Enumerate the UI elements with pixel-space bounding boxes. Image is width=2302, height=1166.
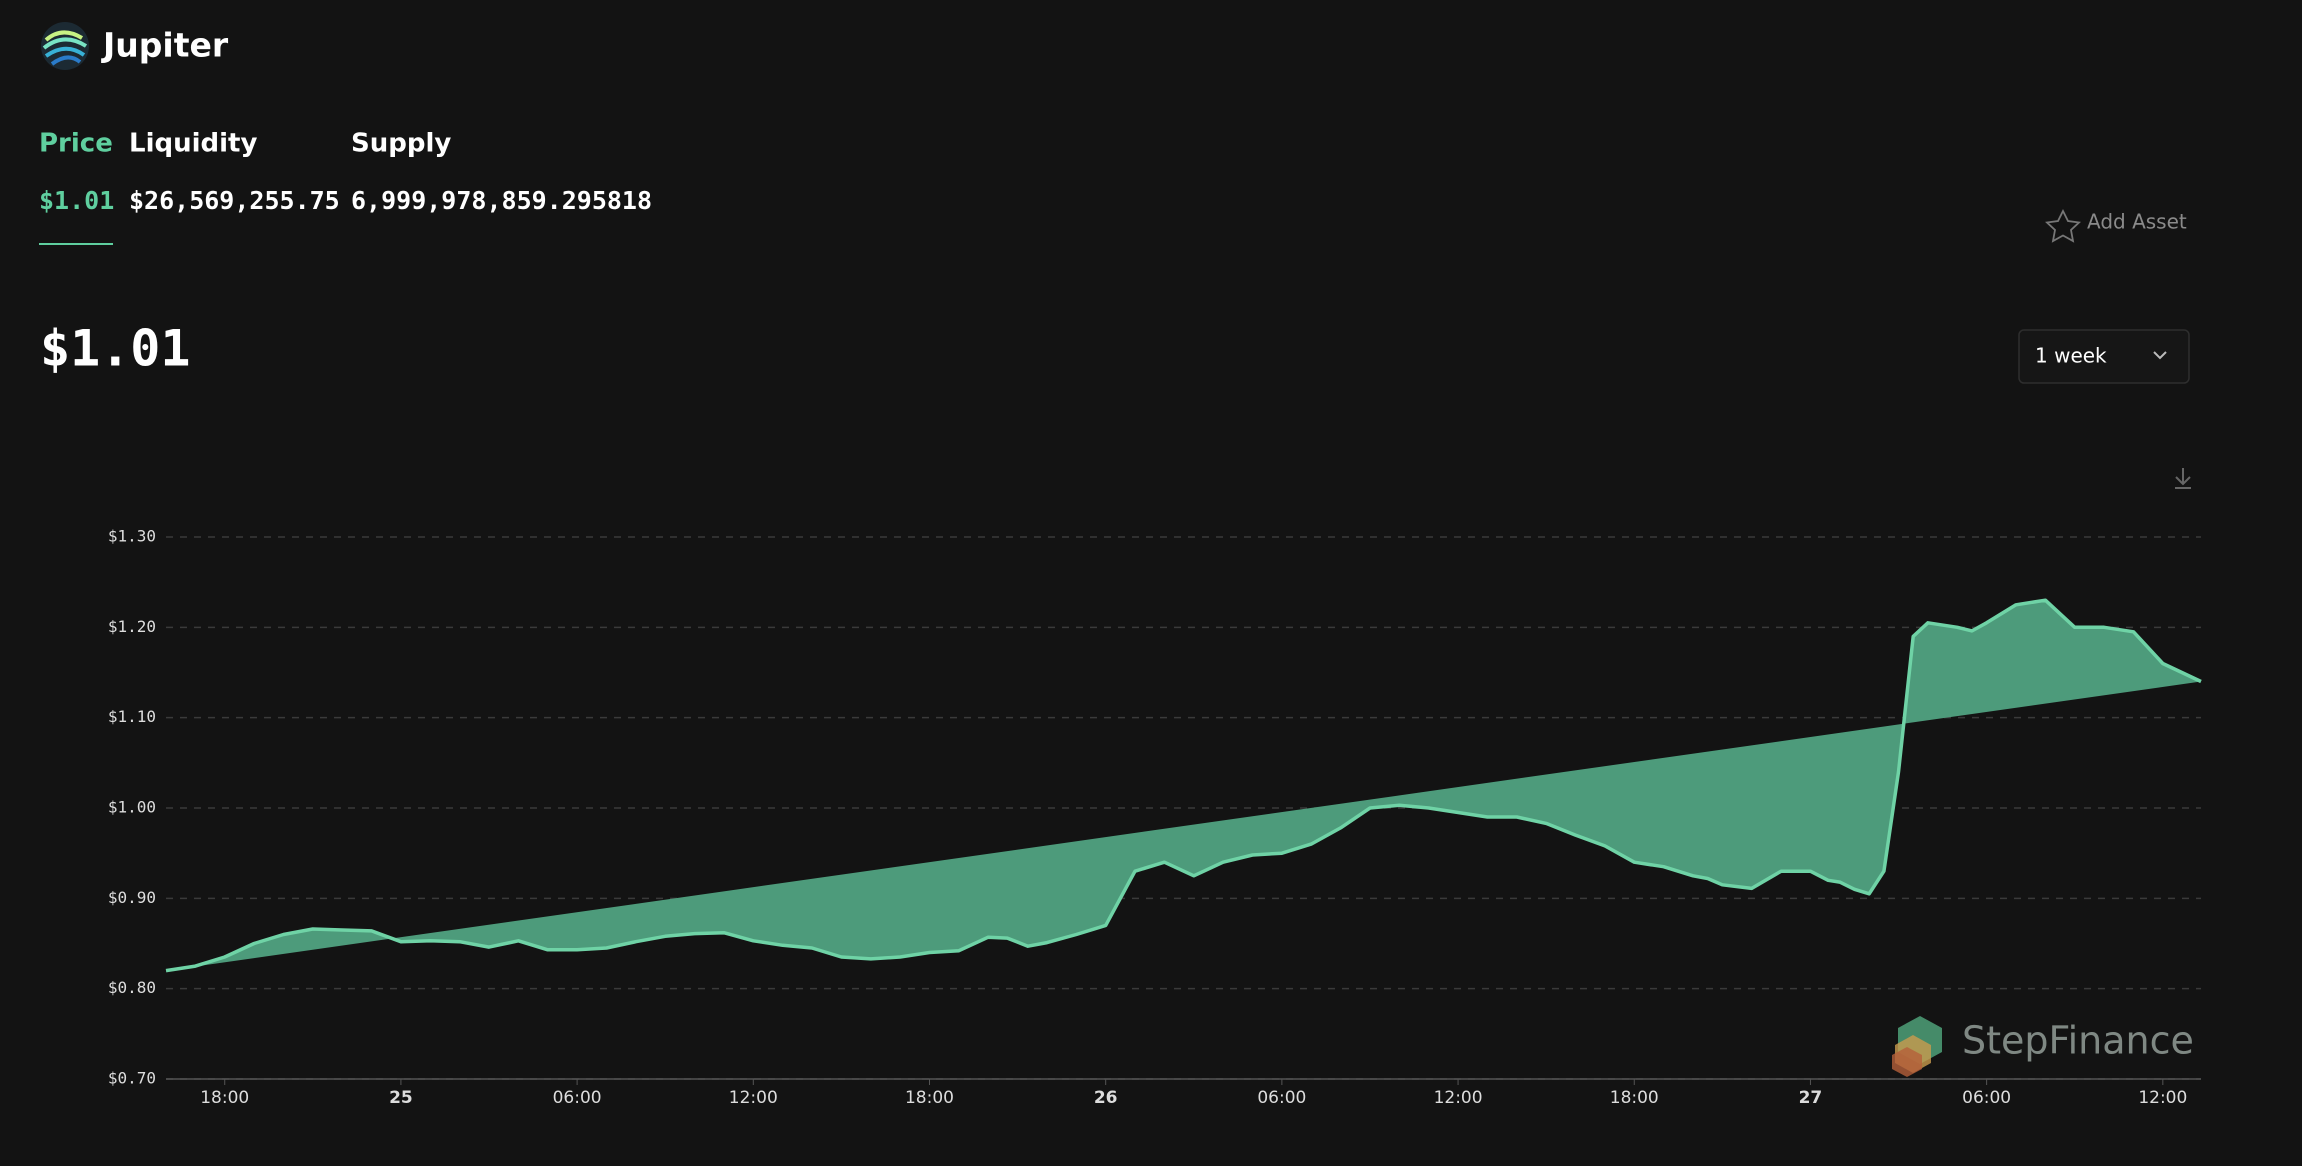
x-tick-label: 18:00 <box>200 1088 249 1108</box>
y-tick-label: $1.10 <box>108 707 156 726</box>
dropdown-label[interactable]: 1 week <box>2035 344 2107 368</box>
watermark: StepFinance <box>1892 1016 2194 1077</box>
current-price: $1.01 <box>40 320 191 378</box>
x-tick-label: 26 <box>1094 1088 1118 1108</box>
x-tick-label: 12:00 <box>729 1088 778 1108</box>
tab-value: $26,569,255.75 <box>129 186 340 215</box>
add-asset[interactable]: Add Asset <box>2045 208 2187 243</box>
x-tick-label: 06:00 <box>1257 1088 1306 1108</box>
y-tick-label: $1.30 <box>108 527 156 546</box>
y-tick-label: $1.20 <box>108 617 156 636</box>
line <box>165 598 2202 973</box>
tab-label[interactable]: Supply <box>351 129 451 159</box>
y-tick-label: $0.70 <box>108 1069 156 1088</box>
range-dropdown[interactable]: 1 week <box>2018 329 2190 384</box>
y-tick-label: $0.90 <box>108 888 156 907</box>
x-tick-label: 18:00 <box>1610 1088 1659 1108</box>
y-tick-label: $1.00 <box>108 798 156 817</box>
download-icon[interactable] <box>2175 468 2191 489</box>
x-tick-label: 06:00 <box>553 1088 602 1108</box>
x-tick-label: 27 <box>1799 1088 1823 1108</box>
x-tick-label: 12:00 <box>2138 1088 2187 1108</box>
x-tick-label: 25 <box>389 1088 413 1108</box>
tab-label[interactable]: Liquidity <box>129 129 257 159</box>
tab-value: 6,999,978,859.295818 <box>351 186 652 215</box>
watermark-text: StepFinance <box>1962 1019 2194 1063</box>
area <box>166 600 2201 971</box>
tab-value: $1.01 <box>39 186 114 215</box>
x-tick-label: 12:00 <box>1434 1088 1483 1108</box>
logo <box>41 22 89 70</box>
tab-underline <box>39 243 113 245</box>
x-tick-label: 06:00 <box>1962 1088 2011 1108</box>
y-tick-label: $0.80 <box>108 978 156 997</box>
add-asset-label[interactable]: Add Asset <box>2087 210 2187 234</box>
tab-label[interactable]: Price <box>39 129 113 159</box>
plot: $0.70 $0.80 $0.90 $1.00 $1.10 $1.20 $1.30 18:00… <box>108 527 2202 1108</box>
app-title: Jupiter <box>101 26 229 65</box>
x-tick-label: 18:00 <box>905 1088 954 1108</box>
